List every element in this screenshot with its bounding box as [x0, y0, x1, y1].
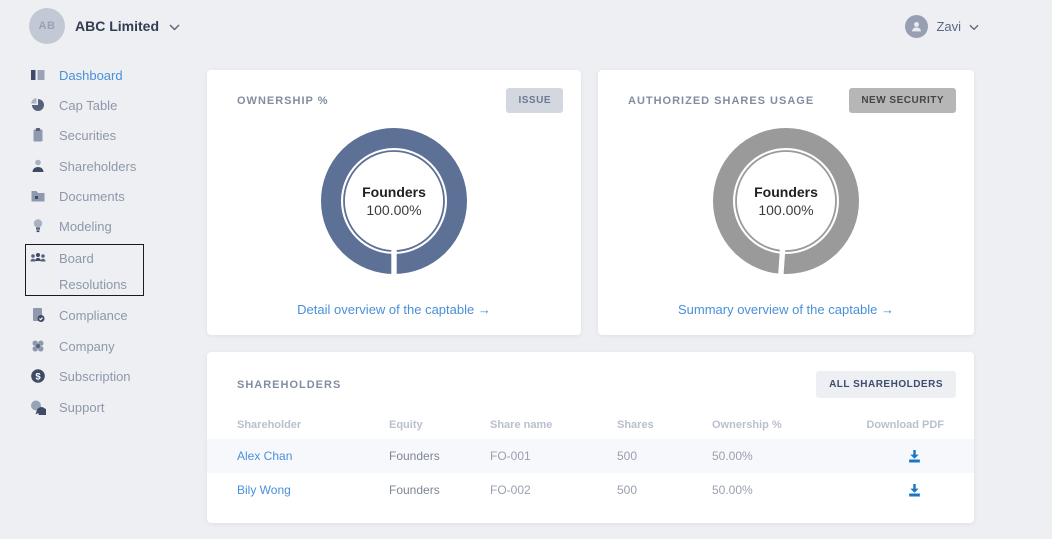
equity-cell: Founders [389, 449, 440, 463]
compliance-icon [33, 308, 45, 322]
sidebar-item-documents[interactable]: Documents [30, 189, 160, 205]
authorized-donut-inner-ring [735, 150, 837, 252]
table-header-row: Shareholder Equity Share name Shares Own… [207, 411, 974, 439]
detail-overview-link[interactable]: Detail overview of the captable → [297, 302, 491, 317]
share-name-cell: FO-001 [490, 449, 531, 463]
sidebar-item-dashboard[interactable]: Dashboard [30, 68, 160, 84]
shareholder-name-link[interactable]: Alex Chan [237, 449, 293, 463]
issue-button[interactable]: ISSUE [506, 88, 563, 113]
donut-gap [778, 243, 786, 276]
authorized-card-title: AUTHORIZED SHARES USAGE [628, 94, 815, 107]
chevron-down-icon [169, 23, 180, 31]
ownership-card: OWNERSHIP % ISSUE Founders 100.00% Detai… [207, 70, 581, 335]
sidebar-item-compliance[interactable]: Compliance [30, 308, 160, 324]
sidebar-item-label: Board Resolutions [59, 251, 127, 292]
user-menu[interactable]: Zavi [905, 15, 979, 38]
cap-table-icon [31, 98, 44, 111]
authorized-shares-card: AUTHORIZED SHARES USAGE NEW SECURITY Fou… [598, 70, 974, 335]
new-security-button[interactable]: NEW SECURITY [849, 88, 956, 113]
all-shareholders-button[interactable]: ALL SHAREHOLDERS [816, 371, 956, 398]
sidebar-item-label: Compliance [59, 308, 128, 323]
board-icon [30, 253, 46, 262]
download-pdf-button[interactable] [907, 483, 922, 498]
col-header-shares: Shares [617, 419, 654, 431]
shareholders-card: SHAREHOLDERS ALL SHAREHOLDERS Shareholde… [207, 352, 974, 523]
company-avatar: AB [29, 8, 65, 44]
company-name: ABC Limited [75, 18, 159, 34]
table-row: Alex Chan Founders FO-001 500 50.00% [207, 439, 974, 473]
sidebar-item-subscription[interactable]: $ Subscription [30, 369, 160, 385]
dashboard-icon [31, 70, 45, 80]
ownership-donut-chart: Founders 100.00% [319, 126, 469, 276]
table-row: Bily Wong Founders FO-002 500 50.00% [207, 473, 974, 507]
sidebar-item-label: Dashboard [59, 68, 123, 83]
ownership-cell: 50.00% [712, 483, 753, 497]
download-icon [909, 449, 920, 462]
authorized-donut-chart: Founders 100.00% [711, 126, 861, 276]
summary-overview-link[interactable]: Summary overview of the captable → [677, 302, 895, 317]
sidebar-item-board-resolutions[interactable]: Board Resolutions [30, 251, 160, 298]
sidebar-item-label: Company [59, 339, 115, 354]
sidebar-item-shareholders[interactable]: Shareholders [30, 159, 160, 175]
company-icon [32, 340, 44, 352]
person-icon [912, 22, 922, 32]
modeling-icon [33, 219, 43, 233]
sidebar-item-support[interactable]: Support [30, 400, 160, 416]
documents-icon [31, 191, 45, 202]
ownership-cell: 50.00% [712, 449, 753, 463]
subscription-icon: $ [31, 369, 45, 383]
shareholders-card-title: SHAREHOLDERS [237, 378, 342, 391]
sidebar-item-label: Documents [59, 189, 125, 204]
col-header-shareholder: Shareholder [237, 419, 302, 431]
col-header-download-pdf: Download PDF [866, 419, 944, 431]
shares-cell: 500 [617, 449, 638, 463]
user-name: Zavi [936, 19, 961, 34]
ownership-donut-inner-ring [343, 150, 445, 252]
shares-cell: 500 [617, 483, 638, 497]
col-header-ownership: Ownership % [712, 419, 782, 431]
equity-cell: Founders [389, 483, 440, 497]
chevron-down-icon [969, 24, 979, 31]
user-avatar [905, 15, 929, 38]
support-icon [31, 400, 46, 415]
sidebar-item-company[interactable]: Company [30, 339, 160, 355]
svg-text:$: $ [35, 371, 41, 382]
shareholders-icon [32, 159, 44, 172]
sidebar-item-label: Subscription [59, 369, 131, 384]
shareholders-table: Shareholder Equity Share name Shares Own… [207, 411, 974, 507]
sidebar-item-label: Securities [59, 128, 117, 143]
shareholder-name-link[interactable]: Bily Wong [237, 483, 291, 497]
sidebar-item-label: Support [59, 400, 105, 415]
col-header-equity: Equity [389, 419, 423, 431]
download-pdf-button[interactable] [907, 449, 922, 464]
share-name-cell: FO-002 [490, 483, 531, 497]
securities-icon [33, 128, 43, 142]
donut-gap [391, 244, 397, 275]
download-icon [909, 483, 920, 496]
sidebar-item-label: Cap Table [59, 98, 118, 113]
sidebar-item-securities[interactable]: Securities [30, 128, 160, 144]
ownership-card-title: OWNERSHIP % [237, 94, 329, 107]
authorized-donut-ring [713, 128, 859, 274]
sidebar-item-modeling[interactable]: Modeling [30, 219, 160, 235]
col-header-share-name: Share name [490, 419, 553, 431]
sidebar-item-label: Shareholders [59, 159, 137, 174]
sidebar-item-cap-table[interactable]: Cap Table [30, 98, 160, 114]
sidebar-item-label: Modeling [59, 219, 112, 234]
company-switcher[interactable]: AB ABC Limited [29, 8, 180, 44]
